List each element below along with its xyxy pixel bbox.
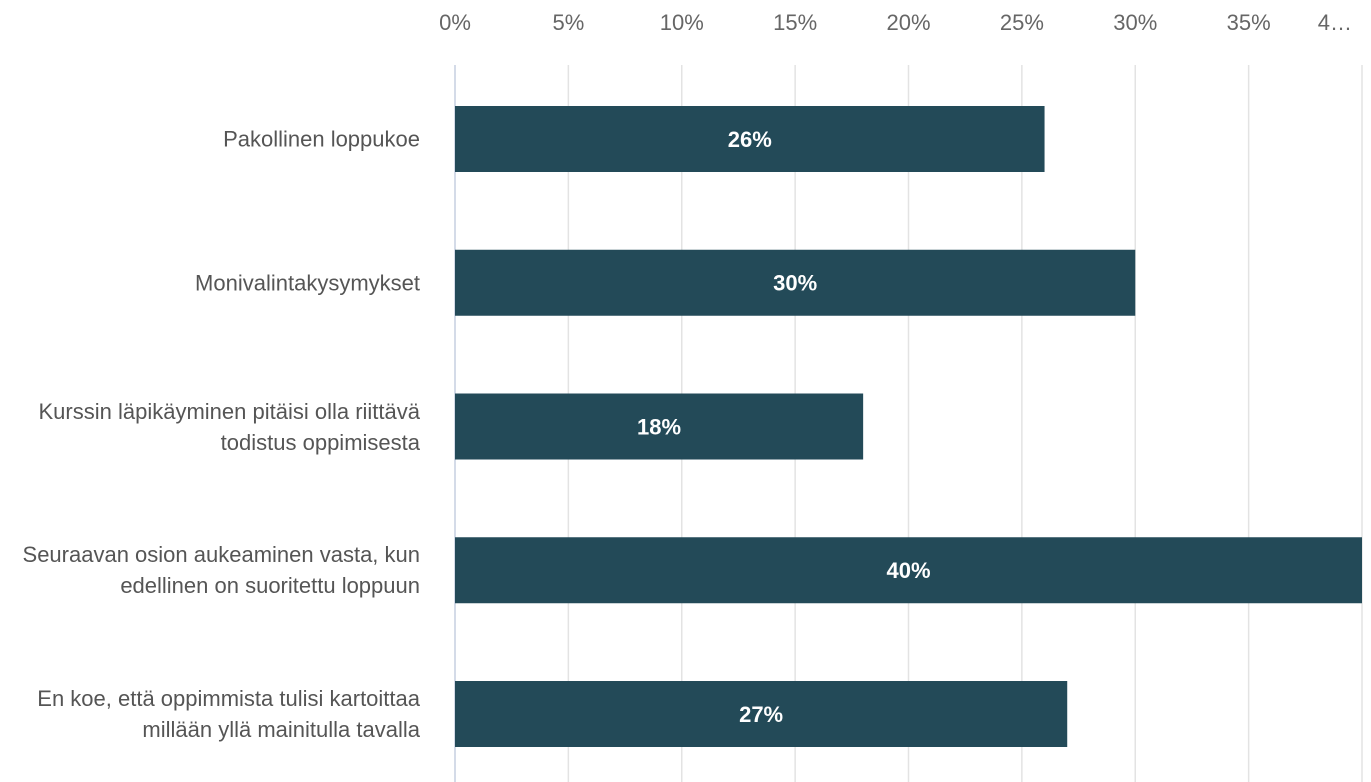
bar (455, 537, 1362, 604)
x-tick-label: 5% (552, 10, 584, 35)
y-tick-label: Kurssin läpikäyminen pitäisi olla riittä… (38, 398, 421, 455)
x-tick-label: 35% (1227, 10, 1271, 35)
bar (455, 393, 864, 460)
data-label: 30% (773, 271, 817, 296)
y-tick-label: Pakollinen loppukoe (223, 126, 420, 152)
x-tick-label: 30% (1113, 10, 1157, 35)
x-tick-label: 4… (1318, 10, 1352, 35)
x-tick-label: 25% (1000, 10, 1044, 35)
y-tick-label: En koe, että oppimmista tulisi kartoitta… (37, 686, 420, 742)
x-tick-label: 15% (773, 10, 817, 35)
bar (455, 249, 1136, 316)
bar (455, 106, 1045, 172)
x-tick-label: 20% (886, 10, 930, 35)
data-label: 26% (728, 127, 772, 152)
y-tick-label: Monivalintakysymykset (195, 270, 420, 296)
data-label: 40% (886, 558, 930, 583)
x-tick-label: 10% (660, 10, 704, 35)
x-tick-label: 0% (439, 10, 471, 35)
data-label: 27% (739, 702, 783, 727)
data-label: 18% (637, 414, 681, 439)
bar (455, 681, 1068, 747)
y-tick-label: Seuraavan osion aukeaminen vasta, kun ed… (22, 542, 420, 599)
